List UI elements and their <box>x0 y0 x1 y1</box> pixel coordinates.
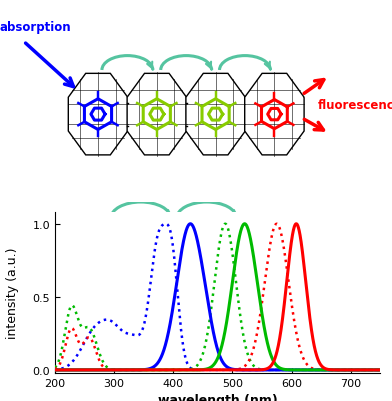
Polygon shape <box>127 74 187 156</box>
X-axis label: wavelength (nm): wavelength (nm) <box>158 393 278 401</box>
Polygon shape <box>186 74 245 156</box>
Text: absorption: absorption <box>0 20 72 34</box>
Y-axis label: intensity (a.u.): intensity (a.u.) <box>6 247 19 338</box>
Polygon shape <box>245 74 304 156</box>
Polygon shape <box>68 74 128 156</box>
Text: fluorescence: fluorescence <box>318 99 392 112</box>
